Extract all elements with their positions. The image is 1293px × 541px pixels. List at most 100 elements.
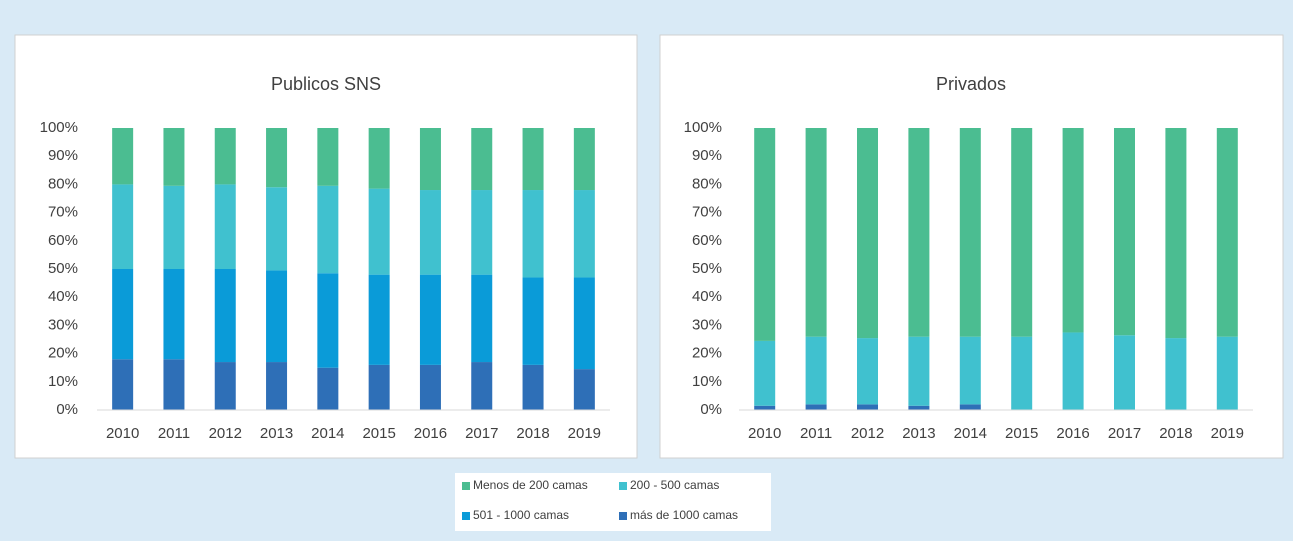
- bar-segment: [317, 185, 339, 274]
- legend-swatch: [619, 482, 627, 490]
- bar-segment: [368, 364, 390, 410]
- x-tick-label: 2015: [1005, 425, 1038, 442]
- x-tick-label: 2017: [465, 425, 498, 442]
- bar-segment: [857, 128, 878, 339]
- bar-segment: [959, 128, 981, 337]
- x-tick-label: 2017: [1108, 425, 1141, 442]
- bar-segment: [754, 128, 776, 341]
- bar-segment: [163, 128, 185, 186]
- bar-segment: [805, 128, 827, 337]
- y-tick-label: 40%: [48, 288, 78, 305]
- bar-segment: [754, 340, 776, 406]
- x-tick-label: 2016: [414, 425, 447, 442]
- y-tick-label: 0%: [56, 401, 78, 418]
- y-tick-label: 90%: [692, 147, 722, 164]
- bar-segment: [1216, 128, 1238, 337]
- bar-segment: [471, 128, 493, 191]
- bar-segment: [522, 364, 544, 410]
- bar-segment: [1165, 128, 1187, 339]
- y-tick-label: 30%: [48, 316, 78, 333]
- x-tick-label: 2011: [158, 425, 190, 442]
- x-tick-label: 2014: [311, 425, 344, 442]
- bar-segment: [1062, 128, 1084, 333]
- bar-segment: [573, 128, 595, 191]
- y-tick-label: 80%: [48, 175, 78, 192]
- y-tick-label: 10%: [48, 373, 78, 390]
- legend-box: [455, 473, 771, 531]
- legend-swatch: [619, 512, 627, 520]
- chart-title: Publicos SNS: [271, 74, 381, 94]
- x-tick-label: 2018: [1159, 425, 1192, 442]
- bar-segment: [805, 404, 827, 410]
- bar-segment: [214, 184, 236, 269]
- bar-segment: [1011, 128, 1033, 337]
- bar-segment: [266, 270, 288, 363]
- bar-segment: [214, 128, 236, 185]
- y-tick-label: 30%: [692, 316, 722, 333]
- legend-swatch: [462, 512, 470, 520]
- legend-label: 200 - 500 camas: [630, 478, 719, 492]
- bar-segment: [266, 362, 288, 410]
- x-tick-label: 2013: [260, 425, 293, 442]
- bar-segment: [573, 190, 595, 278]
- x-tick-label: 2012: [209, 425, 242, 442]
- x-tick-label: 2013: [902, 425, 935, 442]
- bar-segment: [1114, 335, 1135, 410]
- x-tick-label: 2015: [362, 425, 395, 442]
- bar-segment: [317, 273, 339, 368]
- bar-segment: [1011, 336, 1033, 410]
- x-tick-label: 2018: [516, 425, 549, 442]
- legend-label: 501 - 1000 camas: [473, 508, 569, 522]
- x-tick-label: 2012: [851, 425, 884, 442]
- legend-swatch: [462, 482, 470, 490]
- x-tick-label: 2019: [568, 425, 601, 442]
- y-tick-label: 70%: [692, 204, 722, 221]
- bar-segment: [1114, 128, 1135, 336]
- x-tick-label: 2016: [1056, 425, 1089, 442]
- bar-segment: [1062, 332, 1084, 410]
- bar-segment: [959, 336, 981, 405]
- bar-segment: [317, 128, 339, 186]
- y-tick-label: 80%: [692, 175, 722, 192]
- y-tick-label: 50%: [692, 260, 722, 277]
- x-tick-label: 2019: [1211, 425, 1244, 442]
- bar-segment: [522, 277, 544, 365]
- bar-segment: [471, 274, 493, 363]
- bar-segment: [368, 188, 390, 275]
- x-tick-label: 2011: [800, 425, 832, 442]
- bar-segment: [163, 185, 185, 269]
- bar-segment: [1216, 336, 1238, 410]
- bar-segment: [471, 190, 493, 275]
- bar-segment: [959, 404, 981, 410]
- bar-segment: [522, 190, 544, 278]
- bar-segment: [573, 277, 595, 370]
- bar-segment: [522, 128, 544, 191]
- y-tick-label: 50%: [48, 260, 78, 277]
- bar-segment: [163, 359, 185, 410]
- x-tick-label: 2014: [954, 425, 987, 442]
- y-tick-label: 100%: [684, 119, 722, 136]
- y-tick-label: 10%: [692, 373, 722, 390]
- bar-segment: [419, 274, 441, 365]
- legend-label: más de 1000 camas: [630, 508, 738, 522]
- y-tick-label: 20%: [48, 345, 78, 362]
- y-tick-label: 90%: [48, 147, 78, 164]
- y-tick-label: 20%: [692, 345, 722, 362]
- bar-segment: [908, 336, 930, 406]
- x-tick-label: 2010: [106, 425, 139, 442]
- x-tick-label: 2010: [748, 425, 781, 442]
- bar-segment: [112, 359, 134, 410]
- bar-segment: [908, 128, 930, 337]
- y-tick-label: 60%: [692, 232, 722, 249]
- bar-segment: [908, 405, 930, 410]
- bar-segment: [857, 404, 878, 410]
- bar-segment: [573, 369, 595, 410]
- bar-segment: [805, 336, 827, 405]
- bar-segment: [419, 190, 441, 275]
- bar-segment: [857, 338, 878, 405]
- bar-segment: [266, 128, 288, 188]
- bar-segment: [214, 269, 236, 363]
- y-tick-label: 40%: [692, 288, 722, 305]
- bar-segment: [112, 269, 134, 360]
